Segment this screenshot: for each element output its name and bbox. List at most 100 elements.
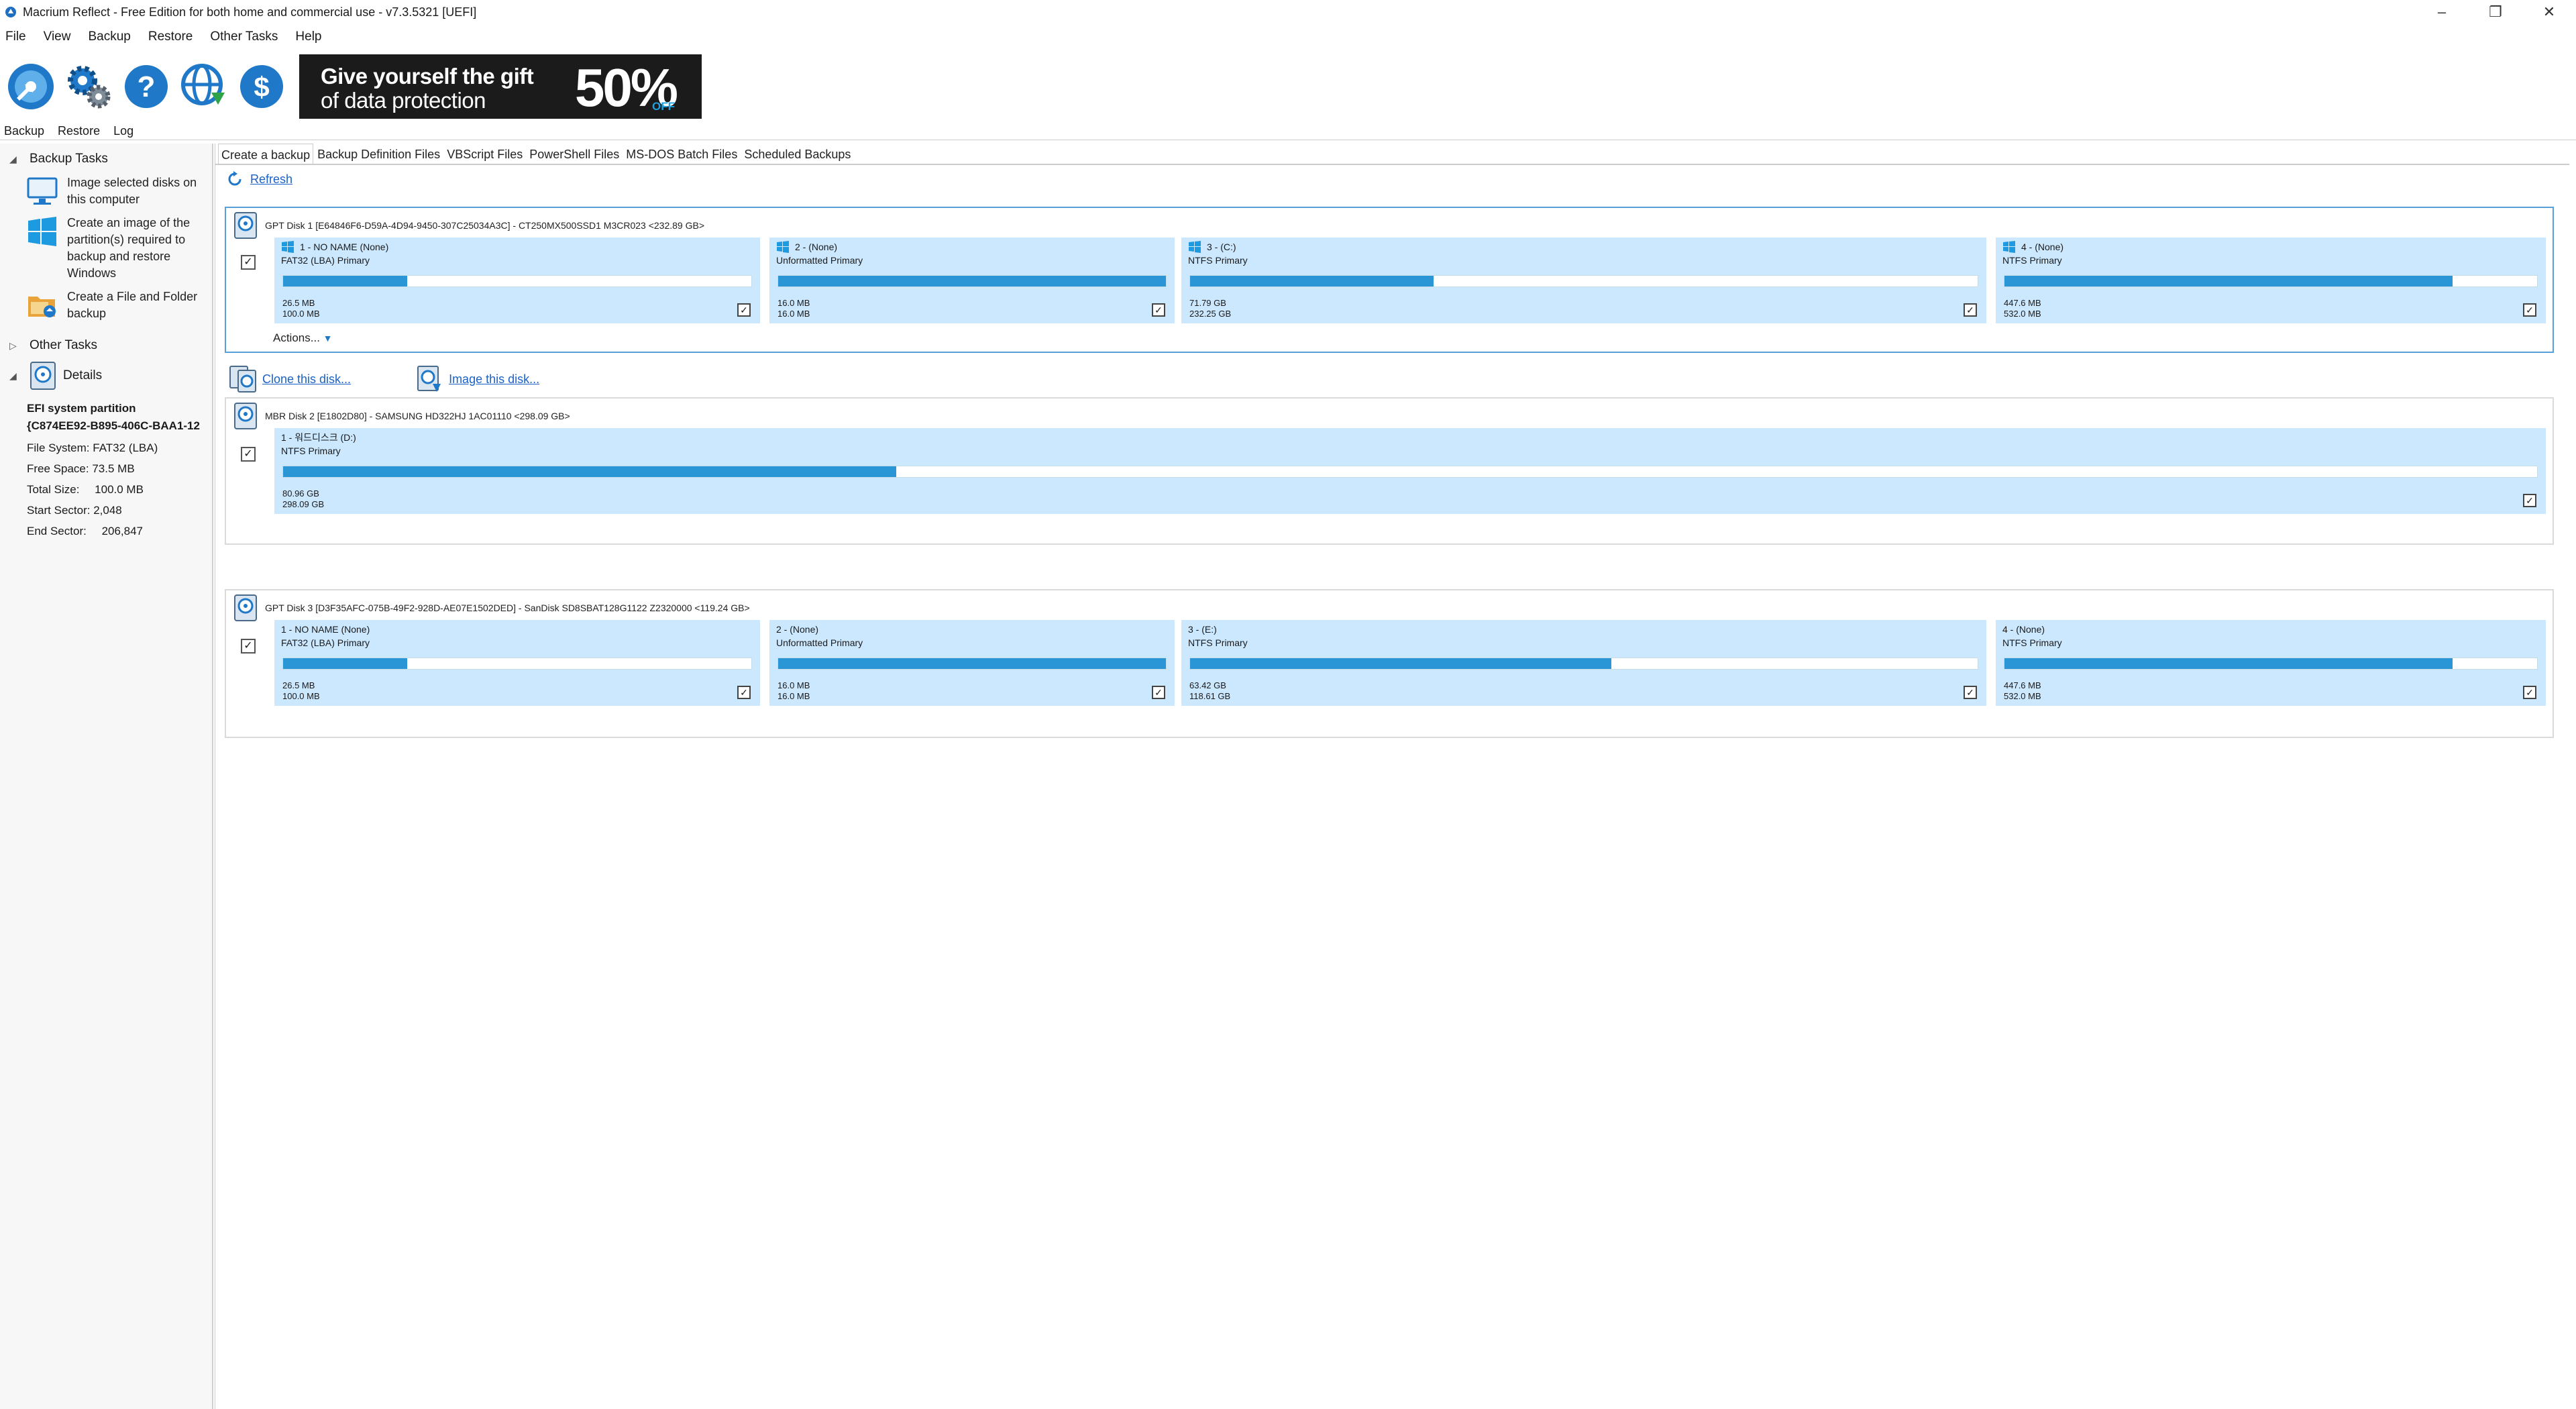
- image-disk-link[interactable]: Image this disk...: [449, 372, 540, 386]
- expand-triangle-icon[interactable]: ▷: [9, 340, 17, 351]
- left-pane: ◢ Backup Tasks Image selected disks on t…: [0, 144, 213, 1409]
- details-header[interactable]: ◢ Details: [0, 360, 212, 392]
- collapse-triangle-icon[interactable]: ◢: [9, 370, 17, 381]
- partition-block[interactable]: 2 - (None) Unformatted Primary 16.0 MB 16…: [769, 620, 1175, 706]
- tab-create-backup[interactable]: Create a backup: [218, 144, 314, 164]
- svg-text:?: ?: [138, 70, 156, 103]
- partition-checkbox[interactable]: ✓: [737, 686, 751, 699]
- disk-checkbox[interactable]: ✓: [241, 447, 256, 462]
- menu-help[interactable]: Help: [295, 30, 322, 44]
- disk-checkbox[interactable]: ✓: [241, 255, 256, 270]
- clone-disk-link[interactable]: Clone this disk...: [262, 372, 352, 386]
- partition-type: FAT32 (LBA) Primary: [281, 637, 370, 648]
- refresh-icon[interactable]: [226, 170, 244, 188]
- menu-file[interactable]: File: [5, 30, 26, 44]
- backup-disc-icon[interactable]: [4, 60, 58, 113]
- partition-checkbox[interactable]: ✓: [737, 303, 751, 317]
- refresh-link[interactable]: Refresh: [250, 172, 293, 186]
- view-tab-restore[interactable]: Restore: [58, 123, 101, 138]
- disk-2-panel[interactable]: MBR Disk 2 [E1802D80] - SAMSUNG HD322HJ …: [225, 397, 2554, 545]
- partition-checkbox[interactable]: ✓: [1964, 686, 1977, 699]
- details-row-value: 206,847: [101, 525, 144, 537]
- restore-button[interactable]: ❐: [2489, 3, 2502, 20]
- details-row-value: 2,048: [93, 504, 122, 517]
- disk-header-text: MBR Disk 2 [E1802D80] - SAMSUNG HD322HJ …: [265, 411, 570, 421]
- disk-header-text: GPT Disk 3 [D3F35AFC-075B-49F2-928D-AE07…: [265, 603, 750, 613]
- partition-total: 232.25 GB: [1189, 309, 1232, 319]
- view-tabs: Backup Restore Log: [0, 121, 147, 141]
- partition-block[interactable]: 1 - NO NAME (None) FAT32 (LBA) Primary 2…: [274, 238, 760, 323]
- hard-disk-icon: [234, 594, 257, 621]
- partition-block[interactable]: 2 - (None) Unformatted Primary 16.0 MB 16…: [769, 238, 1175, 323]
- partition-block[interactable]: 1 - NO NAME (None) FAT32 (LBA) Primary 2…: [274, 620, 760, 706]
- view-tab-log[interactable]: Log: [113, 123, 134, 138]
- partition-usage-bar: [777, 658, 1167, 670]
- partition-header: 2 - (None): [776, 240, 1168, 254]
- partition-block[interactable]: 3 - (C:) NTFS Primary 71.79 GB 232.25 GB …: [1181, 238, 1986, 323]
- partition-block[interactable]: 1 - 워드디스크 (D:) NTFS Primary 80.96 GB 298.…: [274, 428, 2546, 514]
- web-update-icon[interactable]: [177, 60, 231, 113]
- partition-usage-bar: [2004, 658, 2538, 670]
- partition-checkbox[interactable]: ✓: [1964, 303, 1977, 317]
- partition-sizes: 71.79 GB 232.25 GB: [1189, 298, 1231, 319]
- svg-text:$: $: [254, 71, 269, 103]
- collapse-triangle-icon[interactable]: ◢: [9, 153, 17, 164]
- purchase-dollar-icon[interactable]: $: [235, 60, 288, 113]
- tab-msdos-batch-files[interactable]: MS-DOS Batch Files: [626, 148, 738, 161]
- partition-header: 4 - (None): [2002, 240, 2539, 254]
- partition-checkbox[interactable]: ✓: [2523, 494, 2536, 507]
- actions-dropdown[interactable]: Actions... ▼: [273, 331, 333, 345]
- banner-off: OFF: [652, 100, 675, 113]
- tab-vbscript-files[interactable]: VBScript Files: [447, 148, 523, 161]
- partition-type: NTFS Primary: [281, 446, 341, 456]
- disk-header: MBR Disk 2 [E1802D80] - SAMSUNG HD322HJ …: [234, 403, 570, 429]
- disk-1-panel[interactable]: GPT Disk 1 [E64846F6-D59A-4D94-9450-307C…: [225, 207, 2554, 353]
- details-row-value: FAT32 (LBA): [93, 441, 158, 454]
- disk-checkbox[interactable]: ✓: [241, 639, 256, 654]
- menu-backup[interactable]: Backup: [88, 30, 131, 44]
- menu-other-tasks[interactable]: Other Tasks: [210, 30, 278, 44]
- disk-3-panel[interactable]: GPT Disk 3 [D3F35AFC-075B-49F2-928D-AE07…: [225, 589, 2554, 738]
- partition-total: 118.61 GB: [1189, 691, 1231, 701]
- window-title: Macrium Reflect - Free Edition for both …: [23, 5, 477, 19]
- tab-scheduled-backups[interactable]: Scheduled Backups: [744, 148, 851, 161]
- tab-backup-definition-files[interactable]: Backup Definition Files: [317, 148, 441, 161]
- clone-disk-icon[interactable]: [229, 365, 257, 393]
- partition-type: NTFS Primary: [2002, 637, 2062, 648]
- details-guid: {C874EE92-B895-406C-BAA1-12: [27, 419, 200, 432]
- settings-gears-icon[interactable]: [62, 60, 115, 113]
- details-row: Free Space: 73.5 MB: [27, 458, 212, 479]
- partition-total: 532.0 MB: [2004, 691, 2041, 701]
- promo-banner[interactable]: Give yourself the gift of data protectio…: [299, 54, 702, 119]
- other-tasks-header[interactable]: ▷ Other Tasks: [0, 335, 212, 356]
- backup-tasks-label: Backup Tasks: [30, 152, 108, 166]
- task-image-disks[interactable]: Image selected disks on this computer: [0, 169, 212, 209]
- actions-label: Actions...: [273, 331, 320, 344]
- partition-block[interactable]: 3 - (E:) NTFS Primary 63.42 GB 118.61 GB …: [1181, 620, 1986, 706]
- backup-tasks-header[interactable]: ◢ Backup Tasks: [0, 149, 212, 169]
- partition-checkbox[interactable]: ✓: [1152, 686, 1165, 699]
- partition-checkbox[interactable]: ✓: [1152, 303, 1165, 317]
- partition-checkbox[interactable]: ✓: [2523, 686, 2536, 699]
- view-tab-backup[interactable]: Backup: [4, 123, 45, 138]
- menu-restore[interactable]: Restore: [148, 30, 193, 44]
- toolbar: ? $ Give yourself the gift of data prote…: [0, 50, 2576, 123]
- disk-header: GPT Disk 1 [E64846F6-D59A-4D94-9450-307C…: [234, 212, 704, 239]
- image-disk-icon[interactable]: [415, 365, 443, 393]
- disk-header-text: GPT Disk 1 [E64846F6-D59A-4D94-9450-307C…: [265, 220, 704, 231]
- partition-checkbox[interactable]: ✓: [2523, 303, 2536, 317]
- partition-block[interactable]: 4 - (None) NTFS Primary 447.6 MB 532.0 MB…: [1996, 238, 2546, 323]
- partition-header: 4 - (None): [2002, 623, 2539, 636]
- task-image-windows[interactable]: Create an image of the partition(s) requ…: [0, 209, 212, 283]
- task-file-folder[interactable]: Create a File and Folder backup: [0, 283, 212, 323]
- partition-name: 1 - NO NAME (None): [281, 624, 370, 635]
- help-icon[interactable]: ?: [119, 60, 173, 113]
- menu-view[interactable]: View: [43, 30, 71, 44]
- partition-name: 2 - (None): [795, 242, 838, 252]
- windows-logo-icon: [282, 241, 294, 253]
- partition-block[interactable]: 4 - (None) NTFS Primary 447.6 MB 532.0 MB…: [1996, 620, 2546, 706]
- details-row: End Sector: 206,847: [27, 521, 212, 541]
- tab-powershell-files[interactable]: PowerShell Files: [529, 148, 620, 161]
- minimize-button[interactable]: –: [2437, 3, 2447, 20]
- close-button[interactable]: ✕: [2542, 3, 2556, 20]
